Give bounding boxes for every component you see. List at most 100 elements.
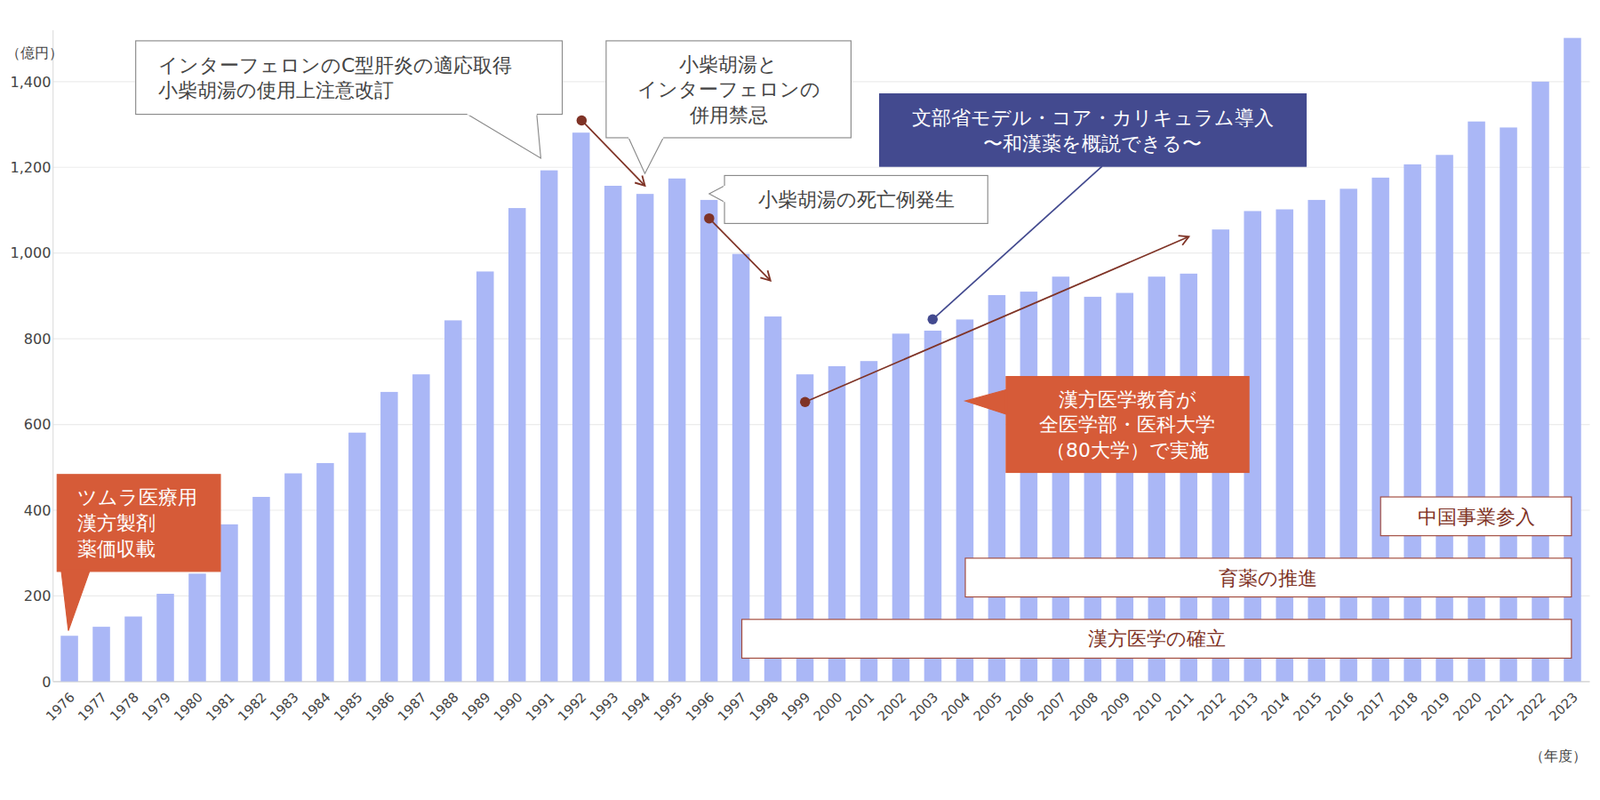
category-label: 2001 [842,688,879,725]
bar [1275,209,1294,682]
category-label: 1995 [650,688,687,725]
category-label: 1978 [106,688,143,725]
callout-join [628,136,664,139]
annotation-text: 併用禁忌 [688,104,768,127]
annotation-box [136,40,563,115]
bar [476,271,495,681]
grid [53,81,1591,682]
annotations: インターフェロンのC型肝炎の適応取得小柴胡湯の使用上注意改訂 小柴胡湯とインターフ… [56,40,1572,659]
category-label: 2016 [1321,688,1358,725]
category-label: 2021 [1481,688,1518,725]
annotation: 文部省モデル・コア・カリキュラム導入〜和漢薬を概説できる〜 [880,94,1307,325]
grid-line [53,338,1591,340]
category-label: 2004 [938,688,975,725]
category-label: 2012 [1193,688,1230,725]
y-axis [52,30,54,682]
bar [1371,177,1390,682]
bar [732,254,751,682]
annotation-text: 小柴胡湯の使用上注意改訂 [158,79,394,102]
grid-line [53,509,1591,511]
category-label: 2010 [1129,688,1166,725]
leader-dot [927,314,937,325]
category-label: 2013 [1225,688,1262,725]
category-label: 1994 [618,688,655,725]
grid-line [53,424,1591,425]
category-label: 1983 [266,688,303,725]
annotation-text: 育薬の推進 [1218,567,1318,590]
leader-line [932,166,1103,320]
category-label: 1998 [746,688,783,725]
category-label: 1991 [522,688,559,725]
bar [572,132,591,682]
grid-line [53,252,1591,254]
annotation-text: 小柴胡湯の死亡例発生 [758,188,955,211]
bar [60,635,79,682]
bar [316,463,335,682]
bar [700,200,719,682]
category-label: 1993 [586,688,623,725]
category-label: 2014 [1257,688,1294,725]
annotation-box [965,558,1572,598]
category-label: 2022 [1513,688,1550,725]
bar [1499,127,1518,681]
bar [252,496,271,682]
category-label: 1977 [74,688,111,725]
category-label: 2023 [1545,688,1582,725]
tick-label: 200 [24,587,52,605]
annotation: ツムラ医療用漢方製剤薬価収載 [56,474,221,632]
category-label: 1986 [362,688,399,725]
category-label: 2009 [1097,688,1134,725]
category-label: 2018 [1385,688,1422,725]
bar [636,193,655,682]
bar [1435,154,1454,682]
category-label: 2015 [1289,688,1326,725]
annotation-text: 〜和漢薬を概説できる〜 [983,132,1202,155]
annotation: インターフェロンのC型肝炎の適応取得小柴胡湯の使用上注意改訂 [136,40,563,159]
axis-title: （億円） [6,44,64,62]
annotation-text: 文部省モデル・コア・カリキュラム導入 [912,106,1274,129]
category-label: 1997 [714,688,751,725]
tick-label: 1,000 [9,244,51,262]
annotation-text: インターフェロンの [637,78,821,101]
annotation-box [56,474,221,572]
tick-label: 800 [24,330,52,348]
bar [284,473,303,682]
category-label: 2002 [874,688,911,725]
callout-tail [628,137,664,174]
grid-line [53,167,1591,168]
tick-label: 1,200 [9,159,51,176]
bar [1467,121,1486,682]
bar [380,392,399,682]
bar [412,374,431,682]
callout-join [1005,390,1008,416]
annotation: 育薬の推進 [965,558,1572,598]
bar [668,178,687,682]
bar [1339,188,1358,681]
category-label: 1989 [458,688,495,725]
axis-title: （年度） [1529,747,1587,765]
annotation-text: 漢方医学の確立 [1088,627,1226,650]
category-label: 1996 [682,688,719,725]
annotation-box [1006,376,1249,473]
callout-tail [965,390,1007,416]
callout-tail [467,114,542,159]
annotation-text: 薬価収載 [77,537,156,560]
category-label: 1999 [778,688,815,725]
annotation-box [880,94,1307,168]
callout-join [61,569,90,572]
category-label: 1981 [202,688,239,725]
annotation-text: 小柴胡湯と [679,53,778,76]
callout-tail [61,570,90,632]
category-label: 1985 [330,688,367,725]
chart: 02004006008001,0001,2001,400（億円）（年度）1976… [0,0,1600,800]
tick-label: 0 [41,673,51,691]
bar [220,524,239,682]
bar [508,208,527,682]
category-label: 2005 [970,688,1007,725]
grid-line [53,680,1591,682]
category-label: 2017 [1353,688,1390,725]
callout-join [467,112,537,115]
bar [348,432,367,682]
category-label: 1979 [138,688,175,725]
annotation-box [742,619,1572,659]
